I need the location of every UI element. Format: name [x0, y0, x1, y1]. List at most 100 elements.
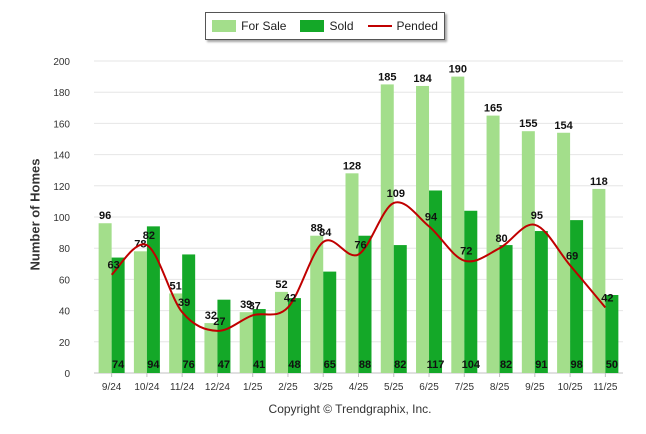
- label-sold: 50: [606, 359, 618, 371]
- y-tick-label: 60: [59, 275, 71, 286]
- label-pended: 27: [213, 316, 225, 328]
- label-for-sale: 52: [275, 279, 287, 291]
- bar-sold: [146, 226, 160, 373]
- label-pended: 94: [425, 211, 438, 223]
- bar-sold: [182, 254, 196, 373]
- bar-sold: [464, 210, 478, 373]
- label-for-sale: 190: [449, 64, 467, 76]
- label-sold: 48: [288, 359, 300, 371]
- legend-swatch-sold: [300, 20, 325, 32]
- label-for-sale: 88: [311, 223, 323, 235]
- label-sold: 88: [359, 359, 371, 371]
- copyright: Copyright © Trendgraphix, Inc.: [268, 402, 432, 416]
- bar-for-sale: [557, 132, 571, 373]
- bar-for-sale: [98, 223, 112, 373]
- label-for-sale: 185: [378, 71, 396, 83]
- label-sold: 82: [500, 359, 512, 371]
- label-sold: 47: [218, 359, 230, 371]
- x-tick-label: 5/25: [384, 382, 404, 393]
- bar-for-sale: [345, 173, 359, 373]
- bar-sold: [217, 299, 231, 373]
- label-pended: 63: [108, 260, 120, 272]
- y-tick-label: 200: [53, 57, 70, 68]
- label-sold: 117: [427, 359, 445, 371]
- label-sold: 91: [535, 359, 547, 371]
- y-tick-label: 120: [53, 182, 70, 193]
- x-tick-label: 9/25: [525, 382, 545, 393]
- y-tick-label: 180: [53, 88, 70, 99]
- label-pended: 80: [495, 233, 507, 245]
- y-tick-label: 160: [53, 119, 70, 130]
- label-pended: 37: [249, 300, 261, 312]
- y-tick-label: 100: [53, 213, 70, 224]
- bar-for-sale: [592, 188, 606, 373]
- x-tick-label: 7/25: [455, 382, 475, 393]
- label-pended: 95: [531, 210, 543, 222]
- legend-label-sold: Sold: [329, 19, 354, 33]
- bar-sold: [499, 245, 513, 373]
- label-for-sale: 128: [343, 160, 361, 172]
- label-sold: 82: [394, 359, 406, 371]
- label-sold: 65: [324, 359, 336, 371]
- label-pended: 72: [460, 246, 472, 258]
- bar-sold: [605, 295, 619, 373]
- legend-swatch-for-sale: [212, 20, 237, 32]
- label-sold: 74: [112, 359, 125, 371]
- bar-for-sale: [416, 85, 430, 374]
- line-pended: [110, 201, 607, 332]
- label-for-sale: 165: [484, 103, 502, 115]
- x-tick-label: 3/25: [313, 382, 333, 393]
- label-pended: 84: [319, 227, 332, 239]
- legend-label-for-sale: For Sale: [241, 19, 287, 33]
- label-for-sale: 154: [554, 120, 573, 132]
- y-tick-label: 80: [59, 244, 71, 255]
- x-tick-label: 10/25: [558, 382, 583, 393]
- label-pended: 109: [387, 188, 405, 200]
- y-axis-label: Number of Homes: [27, 158, 43, 271]
- bar-for-sale: [133, 251, 147, 373]
- legend: For Sale Sold Pended: [205, 12, 445, 40]
- bar-for-sale: [310, 235, 324, 373]
- x-tick-label: 12/24: [205, 382, 230, 393]
- label-for-sale: 118: [590, 176, 608, 188]
- legend-swatch-pended: [367, 25, 392, 27]
- x-tick-label: 11/25: [593, 382, 618, 393]
- bar-for-sale: [486, 115, 500, 373]
- bar-for-sale: [169, 293, 183, 373]
- legend-item-for-sale[interactable]: For Sale: [212, 19, 286, 33]
- legend-label-pended: Pended: [396, 19, 438, 33]
- bar-sold: [358, 235, 372, 373]
- bar-for-sale: [451, 76, 465, 373]
- label-pended: 82: [143, 230, 155, 242]
- bar-sold: [252, 309, 266, 373]
- label-pended: 42: [284, 292, 296, 304]
- y-tick-label: 40: [59, 307, 71, 318]
- label-sold: 94: [147, 359, 160, 371]
- bar-sold: [323, 271, 337, 373]
- bar-sold: [111, 257, 125, 373]
- x-tick-label: 4/25: [349, 382, 369, 393]
- label-pended: 42: [601, 292, 613, 304]
- legend-item-sold[interactable]: Sold: [300, 19, 354, 33]
- bar-sold: [570, 220, 584, 373]
- y-tick-label: 20: [59, 338, 71, 349]
- y-tick-label: 140: [53, 151, 70, 162]
- x-tick-label: 1/25: [243, 382, 263, 393]
- label-pended: 69: [566, 250, 578, 262]
- bar-sold: [287, 298, 301, 373]
- label-sold: 104: [462, 359, 481, 371]
- bar-sold: [393, 245, 407, 373]
- label-for-sale: 39: [240, 299, 252, 311]
- x-tick-label: 2/25: [278, 382, 298, 393]
- x-tick-label: 6/25: [419, 382, 439, 393]
- bar-for-sale: [204, 323, 218, 373]
- y-tick-label: 0: [64, 369, 70, 380]
- x-tick-label: 9/24: [102, 382, 122, 393]
- label-for-sale: 32: [205, 310, 217, 322]
- label-for-sale: 51: [170, 280, 182, 292]
- legend-item-pended[interactable]: Pended: [367, 19, 438, 33]
- label-for-sale: 184: [413, 73, 432, 85]
- bar-sold: [534, 231, 548, 373]
- x-tick-label: 8/25: [490, 382, 510, 393]
